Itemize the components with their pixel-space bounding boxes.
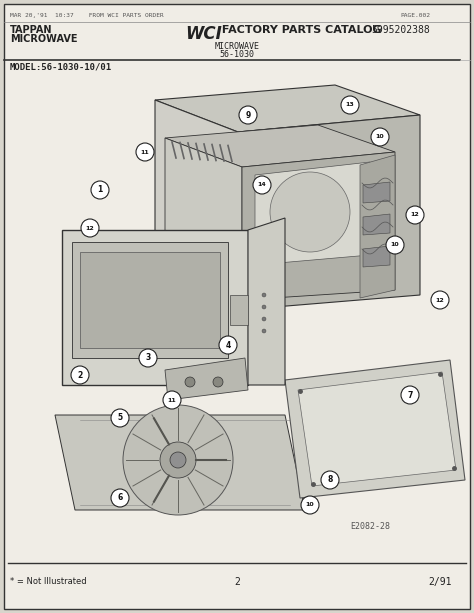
Text: 6: 6	[118, 493, 123, 503]
Text: 11: 11	[168, 397, 176, 403]
Polygon shape	[80, 252, 220, 348]
Polygon shape	[363, 246, 390, 267]
Polygon shape	[55, 415, 305, 510]
Polygon shape	[363, 182, 390, 203]
Polygon shape	[363, 214, 390, 235]
Text: 12: 12	[86, 226, 94, 230]
Text: 56-1030: 56-1030	[219, 50, 255, 59]
Circle shape	[406, 206, 424, 224]
Polygon shape	[238, 115, 420, 310]
Text: TAPPAN: TAPPAN	[10, 25, 53, 35]
Text: 13: 13	[346, 102, 355, 107]
Polygon shape	[62, 230, 248, 385]
Text: 12: 12	[436, 297, 444, 302]
Text: WCI: WCI	[185, 25, 222, 43]
Circle shape	[270, 172, 350, 252]
Text: 9: 9	[246, 110, 251, 120]
Circle shape	[431, 291, 449, 309]
Text: MICROWAVE: MICROWAVE	[10, 34, 78, 44]
Text: 7: 7	[407, 390, 413, 400]
Text: 3: 3	[146, 354, 151, 362]
Circle shape	[163, 391, 181, 409]
Bar	[230, 295, 248, 325]
Polygon shape	[165, 125, 395, 167]
Text: 11: 11	[141, 150, 149, 154]
Polygon shape	[155, 85, 420, 132]
Text: * = Not Illustrated: * = Not Illustrated	[10, 577, 87, 586]
Text: 5995202388: 5995202388	[371, 25, 430, 35]
Circle shape	[401, 386, 419, 404]
Circle shape	[341, 96, 359, 114]
Circle shape	[91, 181, 109, 199]
Text: 2/91: 2/91	[428, 577, 452, 587]
Text: 12: 12	[410, 213, 419, 218]
Circle shape	[239, 106, 257, 124]
Polygon shape	[165, 138, 242, 300]
Text: 1: 1	[97, 186, 103, 194]
Circle shape	[386, 236, 404, 254]
Text: E2082-28: E2082-28	[350, 522, 390, 531]
Text: 4: 4	[225, 340, 231, 349]
Text: MAR 20,'91  10:37    FROM WCI PARTS ORDER: MAR 20,'91 10:37 FROM WCI PARTS ORDER	[10, 13, 164, 18]
Text: MODEL:56-1030-10/01: MODEL:56-1030-10/01	[10, 63, 112, 72]
Text: MICROWAVE: MICROWAVE	[215, 42, 259, 51]
Circle shape	[139, 349, 157, 367]
Circle shape	[213, 377, 223, 387]
Circle shape	[371, 128, 389, 146]
Text: 2: 2	[77, 370, 82, 379]
Circle shape	[321, 471, 339, 489]
Polygon shape	[72, 242, 228, 358]
Text: 14: 14	[258, 183, 266, 188]
Circle shape	[170, 452, 186, 468]
Text: 8: 8	[328, 476, 333, 484]
Polygon shape	[155, 100, 238, 310]
Polygon shape	[360, 155, 395, 298]
Polygon shape	[298, 372, 456, 486]
Text: 2: 2	[234, 577, 240, 587]
Circle shape	[253, 176, 271, 194]
Text: 10: 10	[391, 243, 399, 248]
Polygon shape	[255, 162, 370, 265]
Text: 5: 5	[118, 414, 123, 422]
Circle shape	[219, 336, 237, 354]
Circle shape	[262, 305, 266, 309]
Circle shape	[136, 143, 154, 161]
Circle shape	[123, 405, 233, 515]
Text: 10: 10	[306, 503, 314, 508]
Circle shape	[185, 377, 195, 387]
Text: FACTORY PARTS CATALOG: FACTORY PARTS CATALOG	[218, 25, 382, 35]
Circle shape	[262, 329, 266, 333]
Circle shape	[301, 496, 319, 514]
Text: 10: 10	[376, 134, 384, 140]
Circle shape	[160, 442, 196, 478]
Circle shape	[262, 317, 266, 321]
Text: PAGE.002: PAGE.002	[400, 13, 430, 18]
Circle shape	[71, 366, 89, 384]
Polygon shape	[242, 152, 395, 300]
Circle shape	[111, 409, 129, 427]
Circle shape	[262, 293, 266, 297]
Circle shape	[111, 489, 129, 507]
Circle shape	[81, 219, 99, 237]
Polygon shape	[285, 360, 465, 498]
Polygon shape	[248, 218, 285, 385]
Polygon shape	[165, 358, 248, 400]
